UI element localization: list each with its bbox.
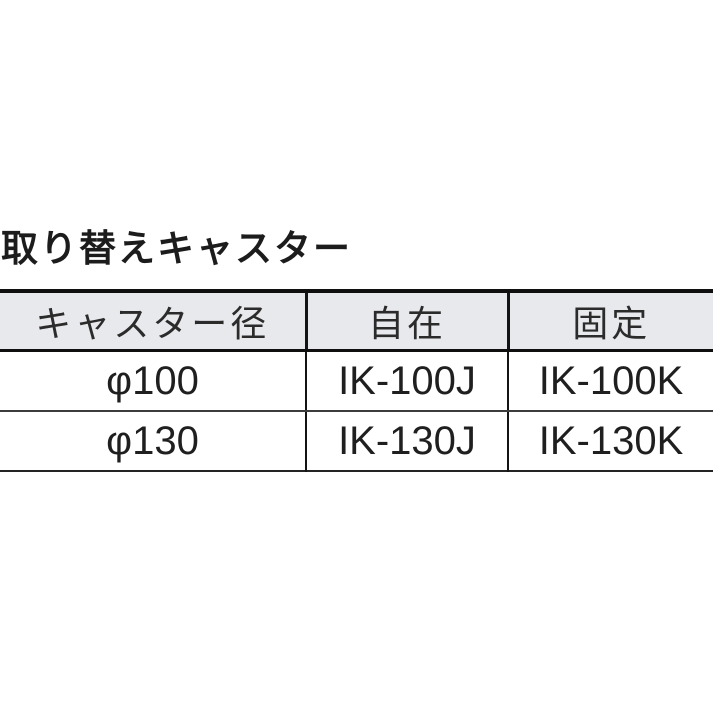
column-header-fixed: 固定 xyxy=(508,291,713,352)
cell-diameter: φ100 xyxy=(0,350,307,412)
cell-diameter: φ130 xyxy=(0,411,307,471)
cell-fixed-model: IK-100K xyxy=(508,350,713,412)
table-row: φ130 IK-130J IK-130K xyxy=(0,411,713,471)
column-header-caster-diameter: キャスター径 xyxy=(0,291,308,352)
caster-spec-table: キャスター径 自在 固定 φ100 IK-100J IK-100K φ130 I… xyxy=(0,289,713,472)
column-header-swivel: 自在 xyxy=(306,291,510,352)
cell-fixed-model: IK-130K xyxy=(538,418,684,463)
cell-swivel-model: IK-100J xyxy=(306,350,509,412)
table-row: φ100 IK-100J IK-100K xyxy=(0,350,713,412)
cell-swivel-model: IK-130J xyxy=(306,411,509,471)
table-header-row: キャスター径 自在 固定 xyxy=(0,291,713,352)
page-title: 取り替えキャスター xyxy=(1,228,352,269)
